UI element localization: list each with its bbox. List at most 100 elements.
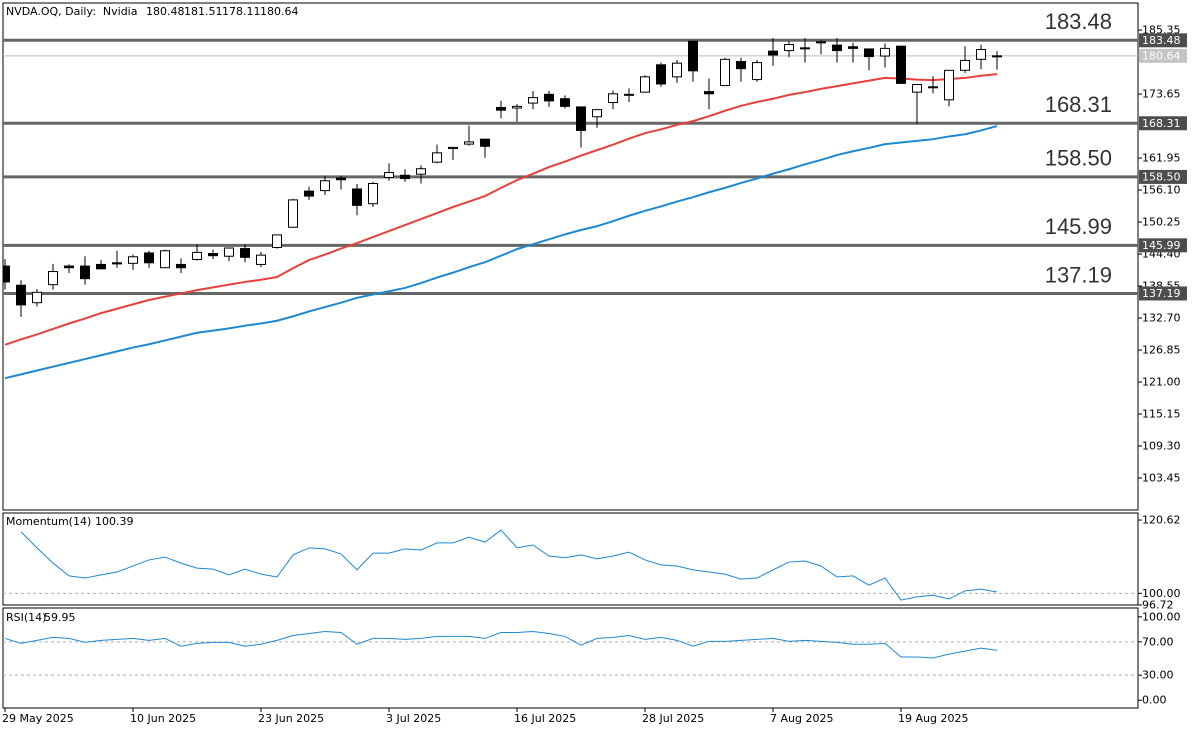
- x-tick-label: 29 May 2025: [2, 712, 74, 725]
- candle-body: [3, 265, 10, 283]
- level-axis-label: 183.48: [1142, 34, 1181, 47]
- candle-body: [896, 45, 906, 84]
- level-axis-bg: [1139, 116, 1187, 131]
- y-tick-label: 100.00: [1142, 587, 1181, 600]
- level-axis-label: 137.19: [1142, 287, 1181, 300]
- y-tick-label: 70.00: [1142, 635, 1174, 648]
- candle-body: [64, 265, 74, 269]
- candle-body: [912, 83, 922, 93]
- candle-body: [288, 199, 298, 228]
- candle-body: [528, 97, 538, 104]
- candle-body: [560, 98, 570, 107]
- y-tick-label: 96.72: [1142, 599, 1174, 612]
- moving-average: [4, 73, 998, 346]
- rsi-panel: [2, 607, 1139, 709]
- candle-body: [976, 48, 986, 60]
- x-tick-label: 23 Jun 2025: [258, 712, 324, 725]
- candle-body: [112, 262, 122, 265]
- level-axis-label: 158.50: [1142, 170, 1181, 183]
- level-label: 183.48: [1045, 9, 1112, 34]
- candle-body: [992, 55, 1002, 58]
- candle-body: [448, 146, 458, 149]
- candle-body: [880, 47, 890, 57]
- y-tick-label: 150.25: [1142, 216, 1181, 229]
- y-tick-label: 132.70: [1142, 312, 1181, 325]
- rsi-value: 59.95: [44, 611, 76, 624]
- momentum-panel: [2, 512, 1139, 606]
- moving-average: [4, 125, 998, 380]
- candle-body: [224, 247, 234, 257]
- candle-body: [704, 91, 714, 95]
- candle-body: [592, 109, 602, 118]
- y-tick-label: 156.10: [1142, 184, 1181, 197]
- level-label: 168.31: [1045, 92, 1112, 117]
- candle-body: [848, 46, 858, 49]
- candle-body: [32, 291, 42, 304]
- rsi-title: RSI(14): [6, 611, 46, 624]
- level-axis-bg: [1139, 169, 1187, 184]
- candle-body: [464, 141, 474, 145]
- candle-body: [48, 271, 58, 286]
- level-label: 137.19: [1045, 262, 1112, 287]
- candle-body: [544, 93, 554, 102]
- price-axis-bg: [1139, 48, 1187, 63]
- main-panel: [2, 2, 1139, 511]
- candle-body: [352, 188, 362, 206]
- candle-body: [480, 138, 490, 147]
- candle-body: [512, 105, 522, 109]
- rsi-plot: [3, 630, 1138, 676]
- candle-body: [16, 284, 26, 306]
- candle-body: [800, 47, 810, 50]
- candle-body: [176, 263, 186, 269]
- y-tick-label: 120.62: [1142, 514, 1181, 527]
- candle-body: [304, 190, 314, 197]
- momentum-plot: [3, 529, 1138, 601]
- low-value: 178.11: [222, 5, 261, 18]
- candle-body: [624, 93, 634, 96]
- open-value: 180.48: [146, 5, 185, 18]
- y-tick-label: 121.00: [1142, 376, 1181, 389]
- momentum-title: Momentum(14): [6, 515, 91, 528]
- level-axis-label: 145.99: [1142, 239, 1181, 252]
- candle-body: [784, 44, 794, 52]
- level-label: 145.99: [1045, 214, 1112, 239]
- candle-body: [272, 234, 282, 248]
- y-tick-label: 0.00: [1142, 694, 1167, 707]
- level-label: 158.50: [1045, 146, 1112, 171]
- y-tick-label: 100.00: [1142, 610, 1181, 623]
- candle-body: [672, 62, 682, 78]
- candle-body: [368, 182, 378, 205]
- level-axis-bg: [1139, 238, 1187, 253]
- candle-body: [208, 252, 218, 257]
- candle-body: [80, 265, 90, 280]
- level-axis-label: 168.31: [1142, 117, 1181, 130]
- main-plot: [3, 38, 1138, 380]
- candle-body: [160, 250, 170, 269]
- momentum-value: 100.39: [95, 515, 134, 528]
- candle-body: [736, 61, 746, 70]
- level-axis-bg: [1139, 286, 1187, 301]
- candle-body: [864, 48, 874, 58]
- candle-body: [576, 106, 586, 131]
- candle-body: [720, 58, 730, 87]
- close-value: 180.64: [260, 5, 299, 18]
- candle-body: [256, 254, 266, 265]
- x-tick-label: 3 Jul 2025: [386, 712, 441, 725]
- x-tick-label: 28 Jul 2025: [642, 712, 704, 725]
- candle-body: [640, 76, 650, 93]
- candle-body: [416, 168, 426, 175]
- x-tick-label: 19 Aug 2025: [898, 712, 968, 725]
- y-tick-label: 115.15: [1142, 408, 1181, 421]
- y-tick-label: 173.65: [1142, 88, 1181, 101]
- y-tick-label: 109.30: [1142, 440, 1181, 453]
- candle-body: [928, 86, 938, 89]
- y-tick-label: 30.00: [1142, 669, 1174, 682]
- candle-body: [384, 172, 394, 178]
- candle-body: [832, 44, 842, 52]
- y-tick-label: 126.85: [1142, 344, 1181, 357]
- indicator-line: [20, 529, 998, 601]
- candle-body: [240, 248, 250, 258]
- candle-body: [656, 64, 666, 85]
